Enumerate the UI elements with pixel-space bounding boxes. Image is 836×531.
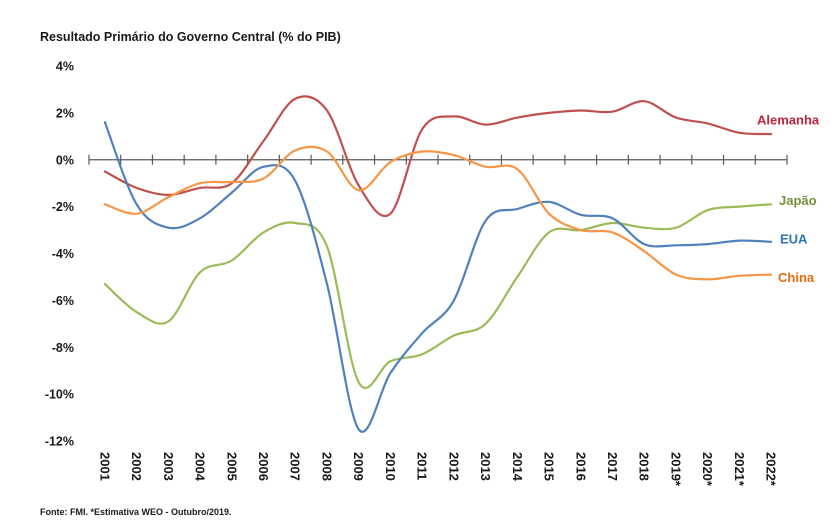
series-label-japao: Japão — [779, 193, 817, 208]
x-tick-label: 2010 — [383, 452, 398, 481]
x-tick-label: 2001 — [97, 452, 112, 481]
x-tick-label: 2011 — [415, 452, 430, 480]
x-tick-label: 2019* — [668, 452, 683, 487]
series-line-japao — [103, 203, 773, 390]
y-tick-label: -8% — [52, 341, 74, 355]
x-tick-label: 2018 — [637, 452, 652, 481]
y-tick-label: 2% — [56, 106, 74, 120]
y-tick-label: -10% — [45, 388, 74, 402]
x-tick-label: 2003 — [161, 452, 176, 481]
x-tick-label: 2007 — [288, 452, 303, 481]
x-tick-label: 2021* — [732, 452, 747, 487]
x-tick-label: 2012 — [446, 452, 461, 481]
series-label-alemanha: Alemanha — [757, 112, 820, 127]
x-axis-tick-labels: 2001 2002 2003 2004 2005 2006 2007 2008 2009 2010… — [97, 452, 778, 487]
series-line-eua — [103, 121, 773, 433]
chart-title: Resultado Primário do Governo Central (%… — [40, 30, 341, 44]
x-tick-label: 2008 — [319, 452, 334, 481]
x-tick-label: 2009 — [351, 452, 366, 481]
x-tick-label: 2015 — [542, 452, 557, 481]
x-axis — [88, 154, 788, 165]
x-tick-label: 2002 — [129, 452, 144, 481]
x-tick-label: 2016 — [573, 452, 588, 481]
x-tick-label: 2017 — [605, 452, 620, 481]
chart-footer-source: Fonte: FMI. *Estimativa WEO - Outubro/20… — [40, 507, 232, 517]
y-axis-tick-labels: 4% 2% 0% -2% -4% -6% -8% -10% -12% — [45, 60, 74, 449]
series-line-alemanha — [103, 95, 773, 217]
x-tick-label: 2014 — [510, 452, 525, 482]
series-label-eua: EUA — [780, 231, 808, 246]
series-line-china — [103, 145, 773, 281]
y-tick-label: 4% — [56, 60, 74, 74]
series-labels: Alemanha Japão EUA China — [757, 112, 820, 285]
y-tick-label: -6% — [52, 294, 74, 308]
x-tick-label: 2004 — [193, 452, 208, 482]
x-tick-label: 2022* — [764, 452, 779, 487]
x-tick-label: 2020* — [700, 452, 715, 487]
series-label-china: China — [778, 270, 815, 285]
x-tick-label: 2006 — [256, 452, 271, 481]
y-tick-label: 0% — [56, 153, 74, 167]
x-tick-label: 2013 — [478, 452, 493, 481]
x-tick-label: 2005 — [224, 452, 239, 481]
y-tick-label: -12% — [45, 435, 74, 449]
y-tick-label: -2% — [52, 200, 74, 214]
y-tick-label: -4% — [52, 247, 74, 261]
series-lines — [103, 95, 773, 433]
